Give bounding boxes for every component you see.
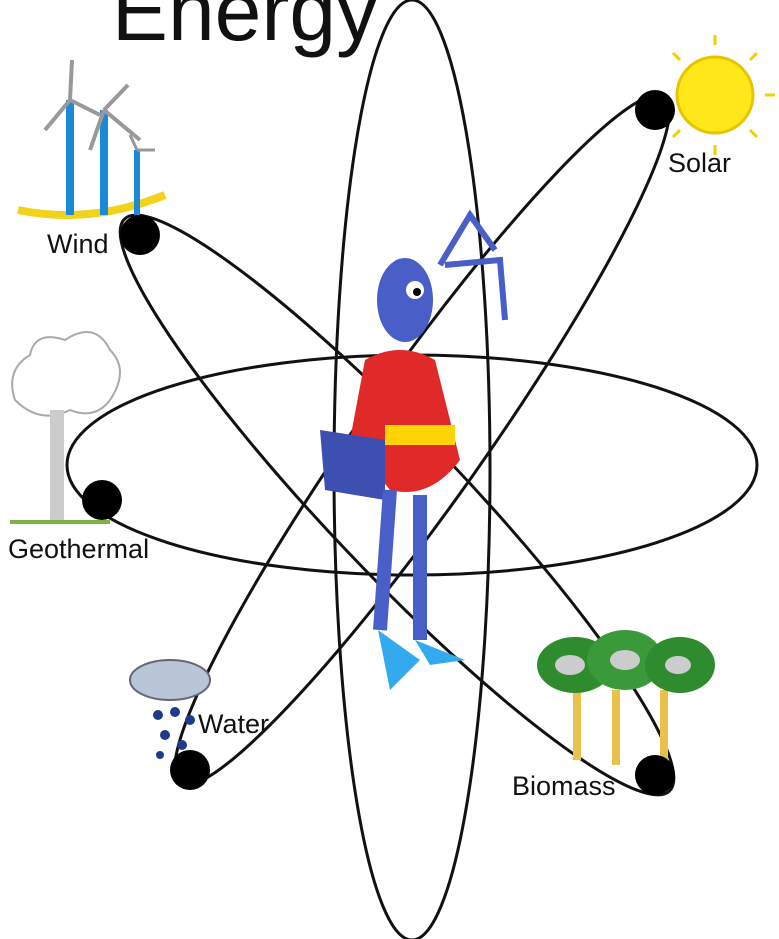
- node-dot: [170, 750, 210, 790]
- node-dot: [82, 480, 122, 520]
- node-label: Wind: [47, 229, 109, 259]
- node-dot: [120, 215, 160, 255]
- wind-icon: [18, 60, 165, 215]
- biomass-icon: [537, 630, 715, 765]
- energy-diagram: Energy: [0, 0, 779, 939]
- node-dot: [635, 755, 675, 795]
- node-dot: [635, 90, 675, 130]
- node-label: Water: [198, 709, 269, 739]
- node-label: Geothermal: [8, 534, 149, 564]
- node-label: Solar: [668, 148, 731, 178]
- title: Energy: [112, 0, 378, 58]
- sun-icon: [655, 35, 775, 155]
- node-label: Biomass: [512, 771, 616, 801]
